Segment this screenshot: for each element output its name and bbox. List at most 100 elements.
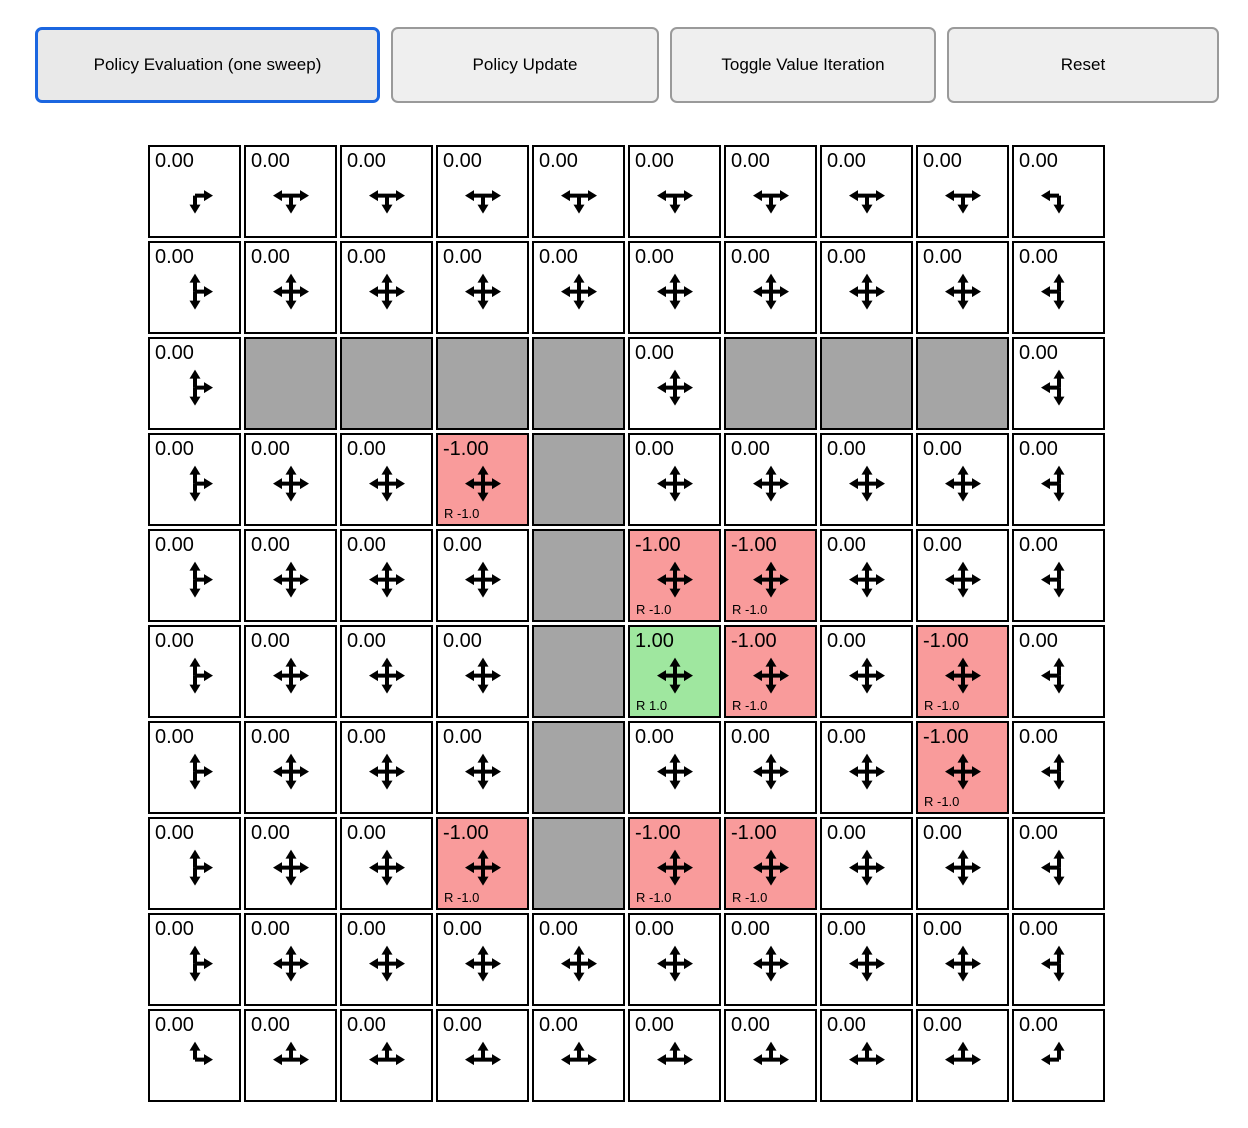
grid-cell[interactable]: 0.00 xyxy=(436,241,529,334)
grid-cell[interactable]: 0.00 xyxy=(820,817,913,910)
grid-cell[interactable]: 0.00 xyxy=(1012,337,1105,430)
grid-cell[interactable]: -1.00 R -1.0 xyxy=(916,625,1009,718)
grid-cell[interactable]: 0.00 xyxy=(820,625,913,718)
grid-cell[interactable]: 0.00 xyxy=(340,145,433,238)
grid-cell[interactable]: 0.00 xyxy=(628,1009,721,1102)
grid-cell[interactable]: 0.00 xyxy=(436,145,529,238)
grid-cell[interactable]: 0.00 xyxy=(916,1009,1009,1102)
grid-cell[interactable]: 0.00 xyxy=(1012,145,1105,238)
grid-cell[interactable]: 0.00 xyxy=(724,721,817,814)
grid-cell[interactable]: -1.00 R -1.0 xyxy=(724,529,817,622)
grid-cell[interactable]: 0.00 xyxy=(340,721,433,814)
grid-cell[interactable]: -1.00 R -1.0 xyxy=(916,721,1009,814)
policy-arrows-icon xyxy=(656,561,693,598)
grid-cell[interactable]: 0.00 xyxy=(244,241,337,334)
grid-cell[interactable]: 0.00 xyxy=(820,433,913,526)
grid-cell[interactable]: 0.00 xyxy=(148,145,241,238)
grid-cell[interactable]: 0.00 xyxy=(916,433,1009,526)
grid-cell[interactable]: 0.00 xyxy=(820,721,913,814)
grid-cell[interactable]: 0.00 xyxy=(916,817,1009,910)
grid-cell[interactable]: 0.00 xyxy=(244,529,337,622)
toolbar: Policy Evaluation (one sweep) Policy Upd… xyxy=(0,0,1248,103)
policy-arrows-icon xyxy=(1040,1041,1064,1066)
grid-cell[interactable]: 0.00 xyxy=(628,241,721,334)
grid-cell[interactable]: 0.00 xyxy=(916,145,1009,238)
grid-cell[interactable]: 0.00 xyxy=(532,145,625,238)
grid-cell[interactable]: 0.00 xyxy=(148,817,241,910)
grid-cell[interactable]: 0.00 xyxy=(532,913,625,1006)
grid-cell[interactable]: 0.00 xyxy=(628,337,721,430)
grid-cell[interactable]: 0.00 xyxy=(340,817,433,910)
grid-cell[interactable]: 0.00 xyxy=(628,433,721,526)
grid-cell[interactable]: 0.00 xyxy=(244,145,337,238)
grid-cell[interactable]: 0.00 xyxy=(916,529,1009,622)
grid-cell[interactable]: 0.00 xyxy=(244,625,337,718)
grid-cell[interactable]: 0.00 xyxy=(820,241,913,334)
grid-cell[interactable]: 0.00 xyxy=(244,817,337,910)
grid-cell[interactable]: 0.00 xyxy=(724,433,817,526)
grid-cell[interactable]: 0.00 xyxy=(820,529,913,622)
grid-cell[interactable]: 0.00 xyxy=(340,529,433,622)
grid-cell[interactable]: 0.00 xyxy=(436,625,529,718)
grid-cell[interactable]: 0.00 xyxy=(148,433,241,526)
grid-cell[interactable]: 0.00 xyxy=(340,241,433,334)
grid-cell[interactable]: 0.00 xyxy=(436,529,529,622)
grid-cell[interactable]: 0.00 xyxy=(1012,817,1105,910)
grid-cell[interactable]: 0.00 xyxy=(244,433,337,526)
grid-cell[interactable]: 0.00 xyxy=(724,241,817,334)
grid-cell[interactable]: 0.00 xyxy=(916,913,1009,1006)
grid-cell[interactable]: 0.00 xyxy=(724,913,817,1006)
grid-cell[interactable]: 0.00 xyxy=(148,1009,241,1102)
grid-cell[interactable]: -1.00 R -1.0 xyxy=(436,433,529,526)
grid-cell[interactable]: 0.00 xyxy=(1012,721,1105,814)
grid-cell[interactable]: 0.00 xyxy=(436,913,529,1006)
grid-cell[interactable]: 0.00 xyxy=(148,529,241,622)
grid-cell[interactable]: 0.00 xyxy=(148,721,241,814)
grid-cell[interactable]: 0.00 xyxy=(1012,433,1105,526)
grid-cell[interactable]: 0.00 xyxy=(820,145,913,238)
grid-cell[interactable]: 0.00 xyxy=(340,1009,433,1102)
grid-cell[interactable]: 0.00 xyxy=(1012,529,1105,622)
grid-cell[interactable]: 0.00 xyxy=(628,913,721,1006)
policy-arrows-icon xyxy=(368,273,405,310)
grid-cell[interactable]: 0.00 xyxy=(148,913,241,1006)
grid-cell[interactable]: 0.00 xyxy=(340,625,433,718)
policy-evaluation-button[interactable]: Policy Evaluation (one sweep) xyxy=(35,27,380,103)
grid-cell[interactable]: 0.00 xyxy=(916,241,1009,334)
grid-cell[interactable]: 0.00 xyxy=(148,241,241,334)
grid-cell[interactable]: 0.00 xyxy=(436,1009,529,1102)
cell-value: 0.00 xyxy=(155,822,194,844)
toggle-value-iteration-button[interactable]: Toggle Value Iteration xyxy=(670,27,936,103)
policy-arrows-icon xyxy=(368,849,405,886)
grid-cell[interactable]: -1.00 R -1.0 xyxy=(724,625,817,718)
grid-cell[interactable]: 0.00 xyxy=(148,625,241,718)
reset-button[interactable]: Reset xyxy=(947,27,1219,103)
grid-cell[interactable]: 0.00 xyxy=(724,145,817,238)
grid-cell[interactable]: 0.00 xyxy=(244,1009,337,1102)
grid-cell[interactable]: 0.00 xyxy=(340,913,433,1006)
policy-update-button[interactable]: Policy Update xyxy=(391,27,659,103)
grid-cell[interactable]: 0.00 xyxy=(532,241,625,334)
grid-cell[interactable]: 0.00 xyxy=(244,913,337,1006)
grid-cell[interactable]: 0.00 xyxy=(244,721,337,814)
grid-cell[interactable]: 0.00 xyxy=(628,721,721,814)
grid-cell[interactable]: 0.00 xyxy=(628,145,721,238)
grid-cell[interactable]: -1.00 R -1.0 xyxy=(628,817,721,910)
grid-cell[interactable]: 0.00 xyxy=(820,1009,913,1102)
grid-cell[interactable]: 0.00 xyxy=(1012,241,1105,334)
grid-cell[interactable]: 0.00 xyxy=(820,913,913,1006)
grid-cell[interactable]: 1.00 R 1.0 xyxy=(628,625,721,718)
grid-cell[interactable]: 0.00 xyxy=(1012,913,1105,1006)
grid-cell[interactable]: -1.00 R -1.0 xyxy=(628,529,721,622)
grid-cell[interactable]: 0.00 xyxy=(148,337,241,430)
grid-cell[interactable]: 0.00 xyxy=(724,1009,817,1102)
grid-cell[interactable]: -1.00 R -1.0 xyxy=(436,817,529,910)
wall-cell xyxy=(532,433,625,526)
cell-value: 0.00 xyxy=(347,630,386,652)
grid-cell[interactable]: 0.00 xyxy=(340,433,433,526)
grid-cell[interactable]: 0.00 xyxy=(436,721,529,814)
grid-cell[interactable]: -1.00 R -1.0 xyxy=(724,817,817,910)
grid-cell[interactable]: 0.00 xyxy=(1012,1009,1105,1102)
grid-cell[interactable]: 0.00 xyxy=(1012,625,1105,718)
grid-cell[interactable]: 0.00 xyxy=(532,1009,625,1102)
